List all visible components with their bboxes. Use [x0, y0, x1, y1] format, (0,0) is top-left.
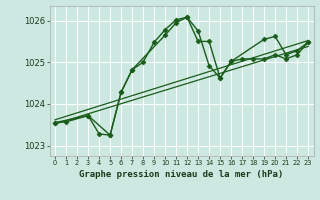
X-axis label: Graphe pression niveau de la mer (hPa): Graphe pression niveau de la mer (hPa): [79, 170, 284, 179]
